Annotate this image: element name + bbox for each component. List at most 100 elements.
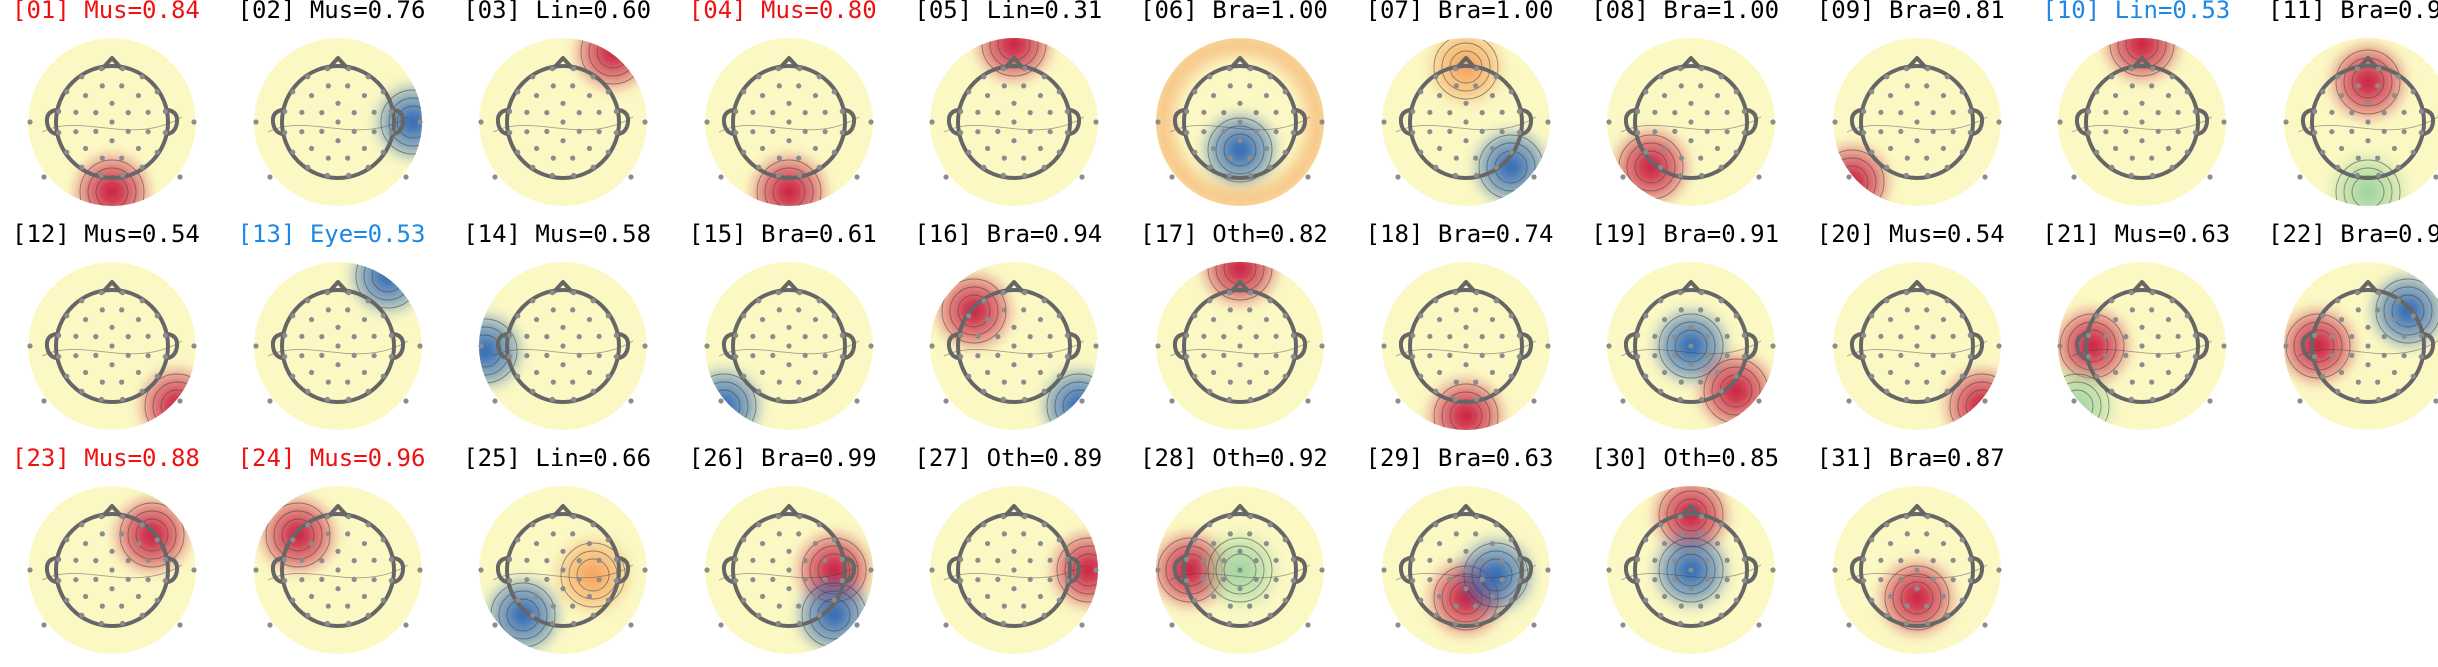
ear-left [721, 108, 734, 136]
ear-left [1172, 108, 1185, 136]
sensor-dot [266, 622, 273, 628]
sensor-dot [345, 514, 351, 520]
head-outline [956, 64, 1073, 180]
sensor-dot [1996, 343, 2002, 349]
sensor-dot [943, 174, 949, 180]
sensor-dot [2410, 313, 2416, 319]
sensor-dot [191, 119, 197, 125]
head-outline [1858, 288, 1975, 404]
sensor-dot [1652, 333, 1658, 339]
sensor-dot [1493, 612, 1499, 618]
sensor-dot [365, 522, 371, 528]
contour-line [388, 97, 422, 147]
sensor-dot [1409, 556, 1415, 562]
sensor-dot [795, 531, 802, 537]
sensor-dot [73, 109, 79, 115]
sensor-dot [2391, 92, 2398, 99]
sensor-dot [524, 557, 530, 563]
sensor-dot [1688, 138, 1694, 144]
sensor-dot [1930, 558, 1936, 564]
sensor-dot [298, 333, 305, 339]
sensor-dot [1227, 307, 1233, 313]
sensor-dot [1479, 576, 1485, 582]
contour-line [1479, 558, 1513, 592]
sensor-dot [139, 612, 145, 618]
sensor-dot [478, 343, 484, 349]
sensor-dot [786, 586, 792, 592]
sensor-dot [1011, 548, 1017, 554]
sensor-dot [1201, 353, 1207, 359]
sensor-dot [1672, 110, 1678, 116]
sensor-dot [139, 74, 145, 80]
sensor-dot [1846, 398, 1852, 404]
sensor-dot [1718, 612, 1725, 618]
sensor-dot [1903, 290, 1909, 296]
sensor-dot [1635, 332, 1641, 338]
sensor-dot [1489, 593, 1495, 600]
sensor-dot [1662, 92, 1668, 99]
sensor-dot [1263, 369, 1270, 376]
sensor-dot [1878, 577, 1884, 583]
sensor-dot [1282, 373, 1288, 379]
sensor-dot [1904, 83, 1910, 89]
ear-left [496, 556, 508, 584]
sensor-dot [1022, 172, 1028, 178]
sensor-dot [1446, 352, 1452, 358]
ear-left [1398, 108, 1411, 136]
contour-line [2343, 167, 2393, 206]
sensor-dot [1698, 531, 1704, 537]
component-panel: [19] Bra=0.91 [1591, 220, 1791, 439]
sensor-dot [816, 164, 822, 170]
sensor-dot [1715, 145, 1721, 152]
component-panel: [02] Mus=0.76 [238, 0, 438, 215]
sensor-dot [816, 522, 822, 528]
sensor-dot [2349, 352, 2355, 358]
sensor-dot [1380, 567, 1387, 573]
sensor-dot [1672, 576, 1678, 582]
nose [1679, 56, 1703, 71]
sensor-dot [587, 593, 593, 600]
sensor-dot [1741, 354, 1748, 360]
sensor-dot [177, 174, 183, 180]
sensor-dot [82, 593, 89, 600]
sensor-dot [981, 522, 987, 528]
sensor-dot [1493, 298, 1499, 304]
sensor-dot [2381, 352, 2387, 358]
sensor-dot [1914, 138, 1920, 144]
sensor-dot [975, 129, 981, 135]
sensor-dot [334, 548, 341, 554]
component-label: [25] Lin=0.66 [463, 444, 652, 472]
sensor-dot [1704, 334, 1710, 340]
head-outline [1633, 64, 1750, 180]
sensor-dot [298, 577, 305, 583]
sensor-dot [831, 373, 837, 379]
component-label: [22] Bra=0.97 [2268, 220, 2438, 248]
sensor-dot [402, 174, 409, 180]
sensor-dot [831, 537, 837, 543]
sensor-dot [718, 174, 724, 180]
sensor-dot [281, 578, 287, 584]
sensor-dot [1662, 369, 1668, 376]
sensor-dot [64, 597, 70, 603]
sensor-dot [135, 145, 142, 152]
contour-line [2058, 381, 2102, 430]
sensor-dot [1903, 66, 1909, 72]
sensor-dot [775, 66, 781, 72]
component-panel: [31] Bra=0.87 [1817, 444, 2017, 663]
sensor-dot [1860, 578, 1867, 584]
sensor-dot [162, 130, 168, 136]
sensor-dot [981, 74, 987, 80]
sensor-dot [1038, 369, 1044, 376]
ear-left [947, 332, 960, 360]
sensor-dot [571, 66, 577, 72]
sensor-dot [1417, 149, 1423, 155]
sensor-dot [831, 313, 837, 319]
sensor-dot [478, 567, 484, 573]
sensor-dot [2418, 108, 2424, 114]
sensor-dot [1967, 332, 1973, 338]
field-blob-core [774, 178, 803, 206]
sensor-dot [2297, 174, 2303, 180]
sensor-dot [1493, 74, 1499, 80]
sensor-dot [1860, 130, 1867, 136]
field-blob-core [819, 601, 848, 629]
